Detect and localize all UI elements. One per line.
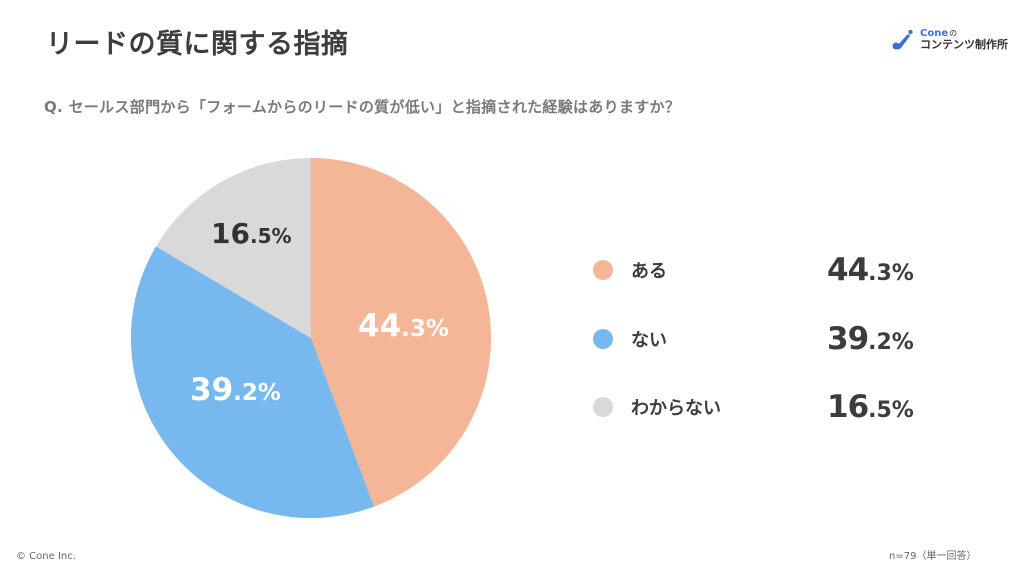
legend-value: 44.3%	[827, 252, 914, 288]
cone-logo-icon	[892, 29, 913, 50]
pie-slice-aru	[311, 157, 492, 507]
legend-item-aru: ある 44.3%	[593, 250, 953, 290]
pie-label-wakaranai: 16.5%	[211, 217, 292, 250]
copyright: © Cone Inc.	[16, 551, 76, 562]
pie-slice-wakaranai	[156, 158, 311, 338]
logo-particle: の	[949, 29, 958, 38]
legend-value: 39.2%	[827, 321, 914, 357]
legend-value: 16.5%	[827, 389, 914, 425]
legend-item-nai: ない 39.2%	[593, 319, 953, 359]
pie-slice-nai	[130, 246, 375, 519]
sample-size-note: n=79（単一回答）	[889, 551, 977, 562]
legend-item-wakaranai: わからない 16.5%	[593, 387, 953, 427]
logo-subtitle: コンテンツ制作所	[920, 38, 1008, 51]
legend-dot-icon	[593, 329, 613, 349]
legend-dot-icon	[593, 260, 613, 280]
pie-label-aru: 44.3%	[358, 308, 449, 344]
pie-label-nai: 39.2%	[190, 372, 281, 408]
legend-label: ある	[631, 261, 667, 282]
survey-question: Q. セールス部門から「フォームからのリードの質が低い」と指摘された経験はありま…	[44, 98, 681, 116]
legend-label: わからない	[631, 398, 721, 419]
page-title: リードの質に関する指摘	[46, 29, 349, 60]
legend-label: ない	[631, 330, 667, 351]
brand-logo: Coneの コンテンツ制作所	[892, 28, 1008, 51]
legend-dot-icon	[593, 397, 613, 417]
logo-brand: Cone	[920, 28, 949, 39]
